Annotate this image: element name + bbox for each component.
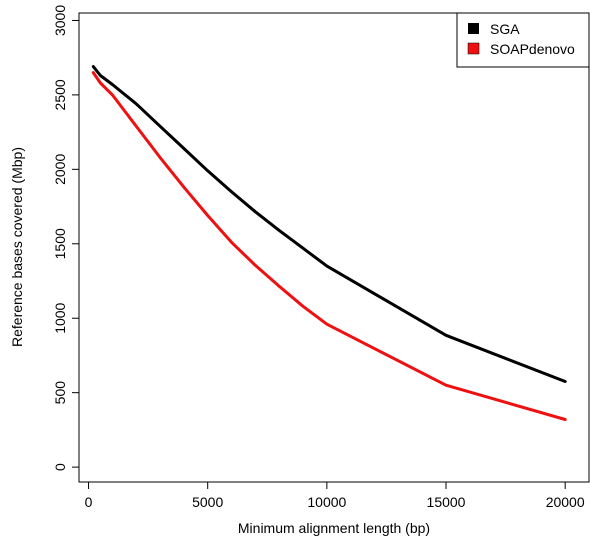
legend-swatch-soapdenovo xyxy=(467,42,480,55)
data-point-sga xyxy=(564,380,567,383)
data-point-sga xyxy=(159,125,162,128)
legend-label-soapdenovo: SOAPdenovo xyxy=(490,41,575,57)
data-point-soapdenovo xyxy=(111,93,114,96)
data-point-sga xyxy=(206,169,209,172)
x-axis-label: Minimum alignment length (bp) xyxy=(238,520,430,536)
plot-frame xyxy=(78,12,590,483)
data-point-sga xyxy=(230,190,233,193)
data-point-soapdenovo xyxy=(302,305,305,308)
data-point-soapdenovo xyxy=(92,71,95,74)
y-tick-label: 1500 xyxy=(52,228,68,259)
legend-box xyxy=(456,12,590,68)
data-point-sga xyxy=(325,265,328,268)
y-tick-label: 500 xyxy=(52,381,68,405)
data-point-sga xyxy=(445,334,448,337)
series-line-sga xyxy=(91,65,567,383)
data-point-soapdenovo xyxy=(206,214,209,217)
y-tick-label: 1000 xyxy=(52,302,68,333)
data-point-sga xyxy=(182,147,185,150)
data-point-soapdenovo xyxy=(159,156,162,159)
y-tick-label: 0 xyxy=(52,463,68,471)
x-axis: 0 5000 10000 15000 20000 xyxy=(85,482,585,510)
data-point-soapdenovo xyxy=(445,384,448,387)
x-tick-label: 15000 xyxy=(427,494,466,510)
x-tick-label: 20000 xyxy=(546,494,585,510)
series-line-soapdenovo xyxy=(91,71,567,421)
y-tick-label: 3000 xyxy=(52,5,68,36)
data-point-sga xyxy=(111,83,114,86)
data-point-sga xyxy=(302,247,305,250)
series-layer xyxy=(91,65,567,421)
legend: SGA SOAPdenovo xyxy=(456,12,590,68)
data-point-sga xyxy=(278,229,281,232)
legend-swatch-sga xyxy=(468,23,479,34)
data-point-sga xyxy=(92,65,95,68)
data-point-soapdenovo xyxy=(325,323,328,326)
data-point-sga xyxy=(99,74,102,77)
y-axis: 0 500 1000 1500 2000 2500 3000 xyxy=(52,5,79,471)
data-point-soapdenovo xyxy=(254,264,257,267)
y-tick-label: 2500 xyxy=(52,79,68,110)
data-point-soapdenovo xyxy=(278,285,281,288)
x-tick-label: 10000 xyxy=(307,494,346,510)
y-tick-label: 2000 xyxy=(52,154,68,185)
data-point-soapdenovo xyxy=(564,418,567,421)
y-axis-label: Reference bases covered (Mbp) xyxy=(9,147,25,347)
x-tick-label: 0 xyxy=(85,494,93,510)
data-point-soapdenovo xyxy=(182,186,185,189)
data-point-soapdenovo xyxy=(135,125,138,128)
x-tick-label: 5000 xyxy=(192,494,223,510)
legend-label-sga: SGA xyxy=(490,21,520,37)
data-point-soapdenovo xyxy=(99,81,102,84)
data-point-sga xyxy=(254,210,257,213)
data-point-sga xyxy=(135,102,138,105)
data-point-soapdenovo xyxy=(230,241,233,244)
